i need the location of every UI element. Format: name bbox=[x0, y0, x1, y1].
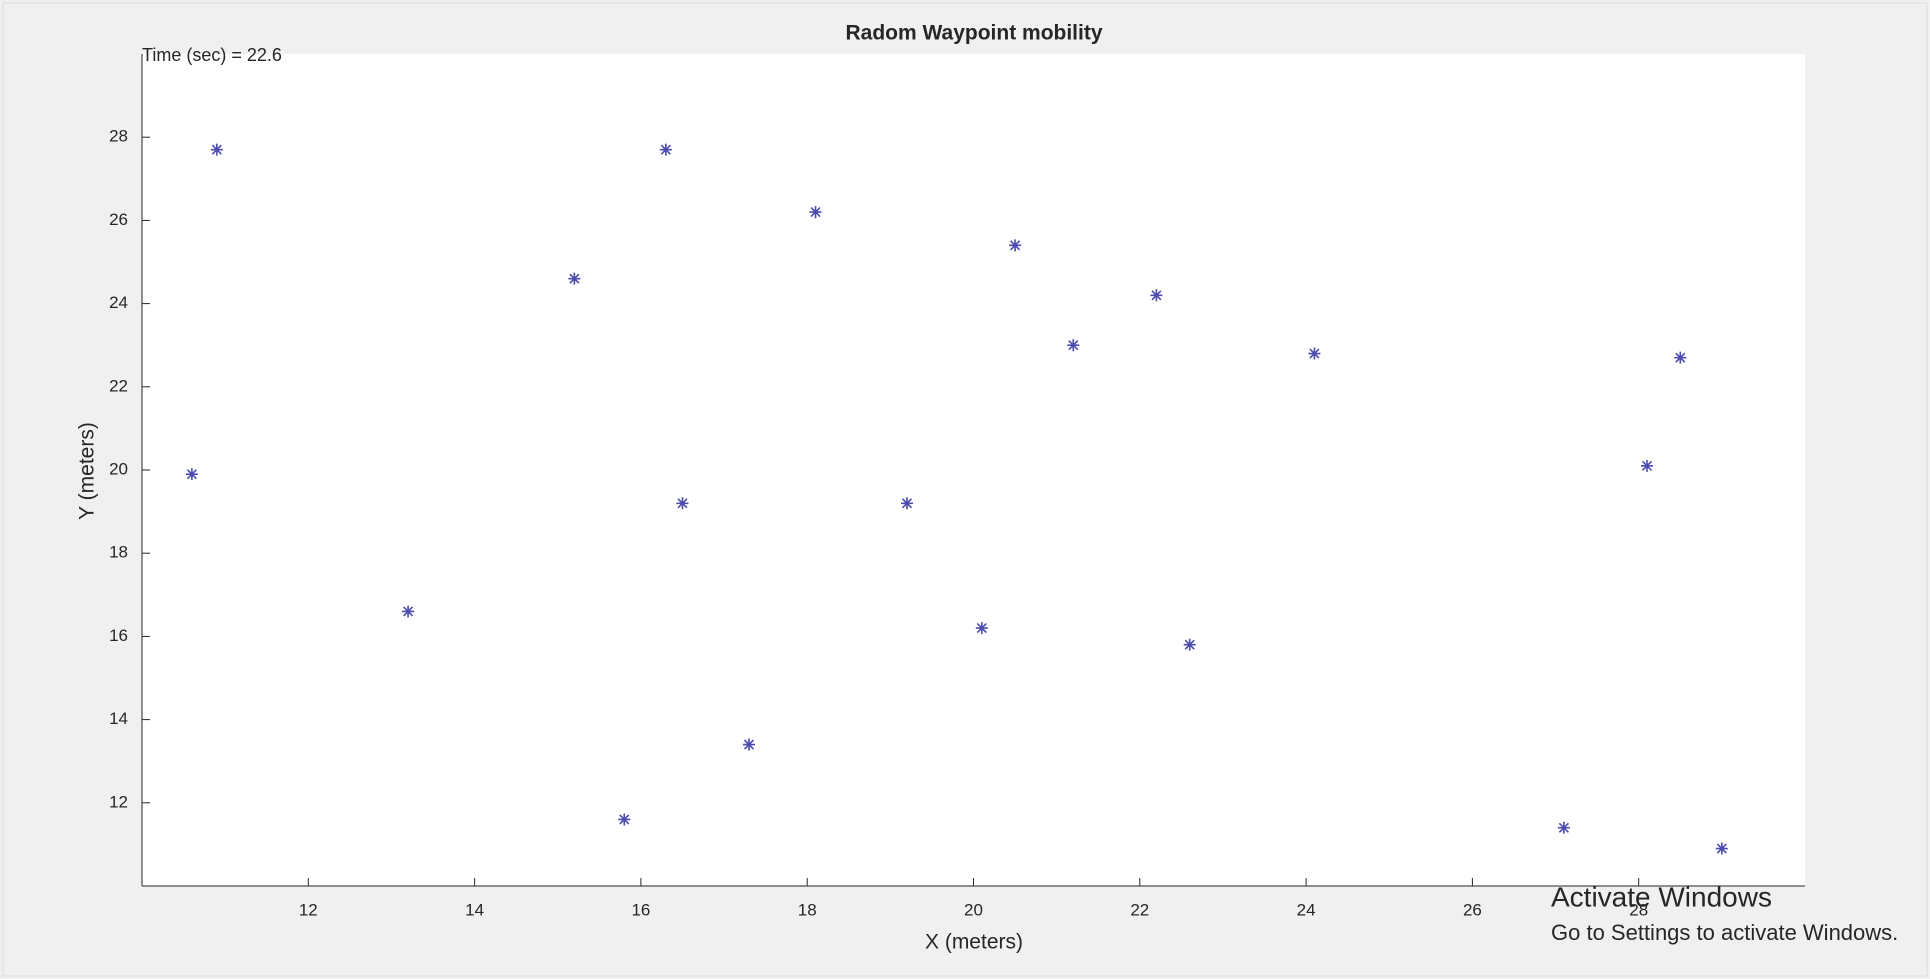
point bbox=[185, 468, 198, 481]
annotation: Time (sec) = 22.6 bbox=[142, 45, 282, 65]
point bbox=[1150, 289, 1163, 302]
point bbox=[1557, 821, 1570, 834]
y-tick-label: 24 bbox=[109, 293, 128, 312]
point bbox=[975, 622, 988, 635]
y-axis-label: Y (meters) bbox=[76, 422, 99, 520]
point bbox=[1067, 339, 1080, 352]
y-tick-label: 16 bbox=[109, 626, 128, 645]
x-tick-label: 12 bbox=[299, 900, 318, 919]
x-tick-label: 16 bbox=[631, 900, 650, 919]
y-tick-label: 26 bbox=[109, 210, 128, 229]
point bbox=[1183, 638, 1196, 651]
x-tick-label: 18 bbox=[798, 900, 817, 919]
point bbox=[676, 497, 689, 510]
point bbox=[618, 813, 631, 826]
watermark-title: Activate Windows bbox=[1551, 881, 1772, 912]
x-tick-label: 24 bbox=[1297, 900, 1316, 919]
x-tick-label: 28 bbox=[1629, 900, 1648, 919]
x-tick-label: 26 bbox=[1463, 900, 1482, 919]
chart-title: Radom Waypoint mobility bbox=[845, 22, 1102, 45]
point bbox=[1308, 347, 1321, 360]
point bbox=[568, 272, 581, 285]
point bbox=[742, 738, 755, 751]
plot-area bbox=[142, 54, 1805, 886]
y-tick-label: 20 bbox=[109, 459, 128, 478]
y-tick-label: 14 bbox=[109, 709, 128, 728]
watermark-subtitle: Go to Settings to activate Windows. bbox=[1551, 920, 1898, 945]
y-tick-label: 18 bbox=[109, 543, 128, 562]
point bbox=[1715, 842, 1728, 855]
x-axis-label: X (meters) bbox=[925, 931, 1023, 954]
x-tick-label: 14 bbox=[465, 900, 484, 919]
point bbox=[1009, 239, 1022, 252]
point bbox=[900, 497, 913, 510]
y-tick-label: 12 bbox=[109, 792, 128, 811]
point bbox=[809, 206, 822, 219]
point bbox=[659, 143, 672, 156]
y-tick-label: 28 bbox=[109, 127, 128, 146]
point bbox=[210, 143, 223, 156]
x-tick-label: 22 bbox=[1130, 900, 1149, 919]
point bbox=[402, 605, 415, 618]
point bbox=[1674, 351, 1687, 364]
x-tick-label: 20 bbox=[964, 900, 983, 919]
y-tick-label: 22 bbox=[109, 376, 128, 395]
point bbox=[1641, 459, 1654, 472]
